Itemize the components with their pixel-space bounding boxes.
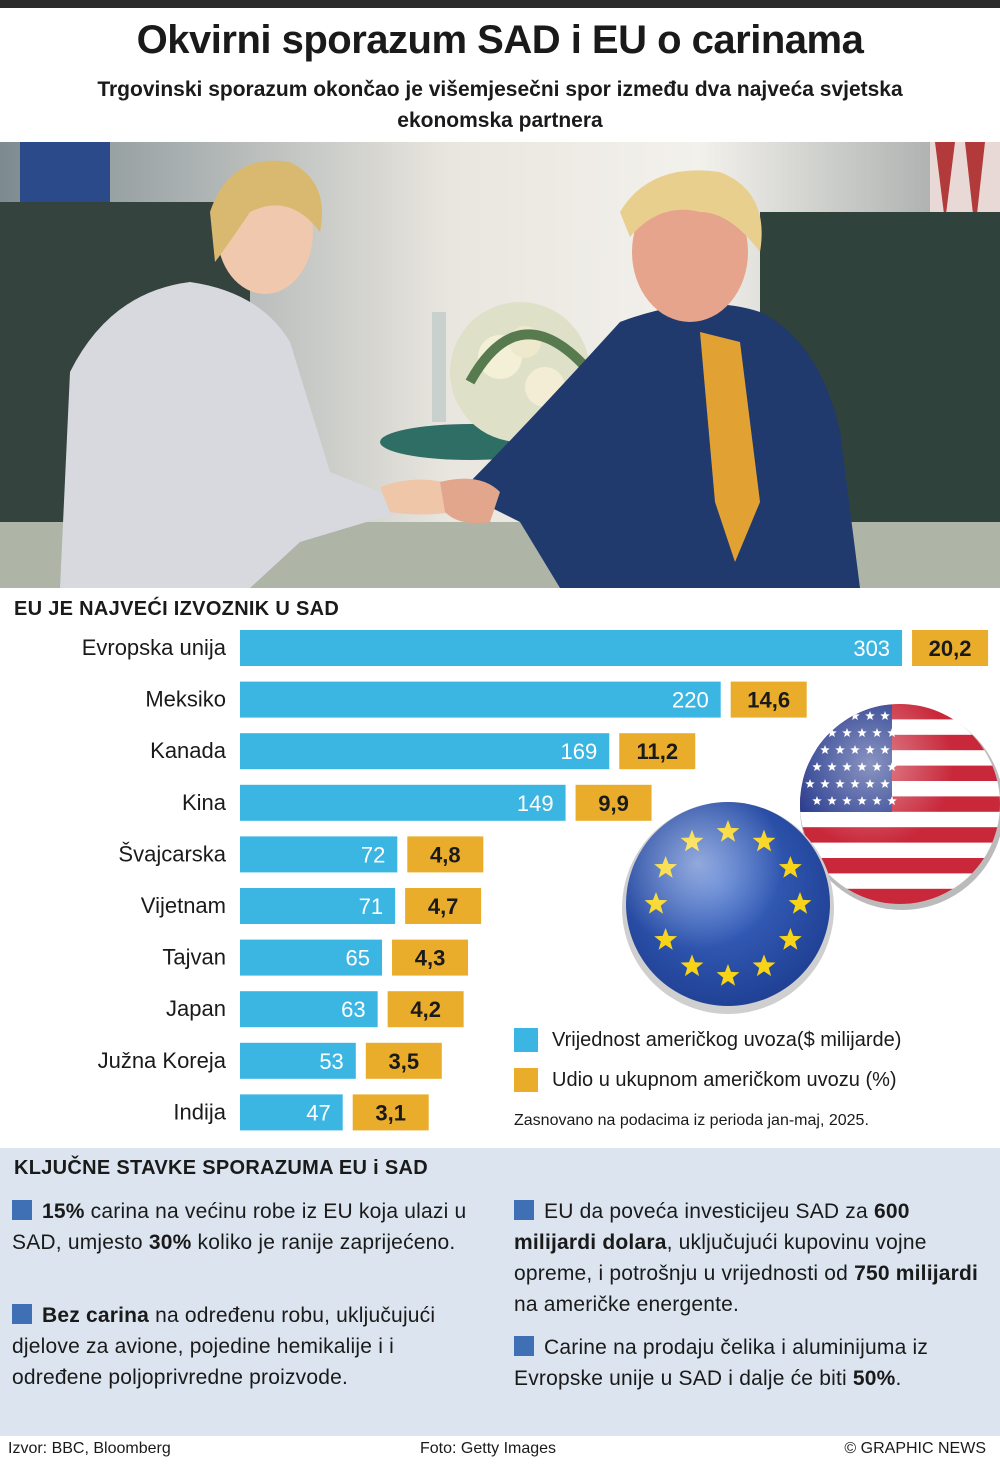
data-note: Zasnovano na podacima iz perioda jan-maj… (514, 1112, 869, 1129)
category-label: Kina (182, 790, 227, 815)
key-points-panel (0, 1148, 1000, 1436)
top-rule (0, 0, 1000, 8)
legend-label-share: Udio u ukupnom američkom uvozu (%) (552, 1068, 897, 1091)
value-bar (240, 733, 610, 770)
share-label: 4,3 (415, 946, 446, 971)
key-point-3: EU da poveća investicijeu SAD za 600 mil… (514, 1200, 979, 1316)
category-label: Meksiko (145, 687, 226, 712)
value-label: 303 (853, 636, 890, 661)
key-point-1: 15% carina na većinu robe iz EU koja ula… (12, 1200, 467, 1254)
category-label: Japan (166, 996, 226, 1021)
legend-label-value: Vrijednost američkog uvoza($ milijarde) (552, 1028, 902, 1051)
category-label: Švajcarska (118, 841, 226, 866)
share-box (575, 784, 652, 821)
value-label: 169 (561, 739, 598, 764)
bullet-icon (514, 1200, 534, 1220)
share-label: 11,2 (636, 739, 678, 764)
share-label: 14,6 (747, 688, 790, 713)
share-box (407, 836, 484, 873)
value-label: 63 (341, 997, 365, 1022)
legend-share: Udio u ukupnom američkom uvozu (%) (514, 1068, 897, 1092)
value-bar (240, 681, 721, 718)
legend-swatch-share (514, 1068, 538, 1092)
value-bar (240, 1094, 343, 1131)
key-point-4: Carine na prodaju čelika i aluminijuma i… (514, 1336, 929, 1390)
us-flag-icon (800, 704, 1000, 904)
legend-swatch-value (514, 1028, 538, 1052)
share-label: 3,5 (389, 1049, 420, 1074)
value-bar (240, 1042, 356, 1079)
category-label: Indija (173, 1099, 226, 1124)
share-label: 9,9 (598, 791, 629, 816)
source-credit: Izvor: BBC, Bloomberg (8, 1440, 171, 1457)
share-box (405, 888, 482, 924)
bullet-icon (12, 1200, 32, 1220)
share-label: 3,1 (375, 1100, 406, 1125)
category-label: Vijetnam (141, 893, 226, 918)
category-label: Tajvan (162, 945, 226, 970)
value-bar (240, 888, 396, 924)
value-label: 65 (346, 946, 370, 971)
bullet-icon (12, 1304, 32, 1324)
share-box (352, 1094, 429, 1131)
value-bar (240, 630, 903, 666)
value-label: 220 (672, 688, 709, 713)
value-label: 72 (361, 842, 385, 867)
category-label: Kanada (150, 738, 227, 763)
handshake-photo (0, 142, 1000, 588)
share-box (912, 630, 989, 666)
legend-value: Vrijednost američkog uvoza($ milijarde) (514, 1028, 901, 1052)
eu-flag-icon (626, 802, 830, 1006)
value-label: 53 (319, 1049, 343, 1074)
category-label: Evropska unija (82, 635, 227, 660)
value-bar (240, 784, 566, 821)
photo-credit: Foto: Getty Images (420, 1440, 557, 1457)
panel-title: KLJUČNE STAVKE SPORAZUMA EU i SAD (14, 1157, 429, 1179)
share-box (619, 733, 696, 770)
share-box (392, 939, 469, 976)
value-bar (240, 836, 398, 873)
flags-illustration (620, 700, 1000, 1020)
value-label: 149 (517, 791, 554, 816)
share-label: 4,2 (410, 997, 441, 1022)
share-box (365, 1042, 442, 1079)
value-label: 47 (306, 1100, 330, 1125)
page-subtitle: Trgovinski sporazum okončao je višemjese… (97, 78, 903, 132)
copyright: © GRAPHIC NEWS (844, 1440, 986, 1457)
share-label: 4,8 (430, 842, 461, 867)
share-box (387, 991, 464, 1028)
value-label: 71 (359, 894, 383, 919)
category-label: Južna Koreja (98, 1048, 227, 1073)
page-title: Okvirni sporazum SAD i EU o carinama (136, 18, 864, 62)
chart-section-title: EU JE NAJVEĆI IZVOZNIK U SAD (14, 598, 340, 620)
share-label: 20,2 (929, 636, 972, 661)
value-bar (240, 991, 378, 1028)
share-label: 4,7 (428, 894, 459, 919)
key-point-2: Bez carina na određenu robu, uključujući… (12, 1304, 436, 1389)
value-bar (240, 939, 383, 976)
share-box (730, 681, 807, 718)
bar-chart: Evropska unija 303 20,2 Meksiko 220 14,6 Kanad… (82, 630, 989, 1131)
bullet-icon (514, 1336, 534, 1356)
